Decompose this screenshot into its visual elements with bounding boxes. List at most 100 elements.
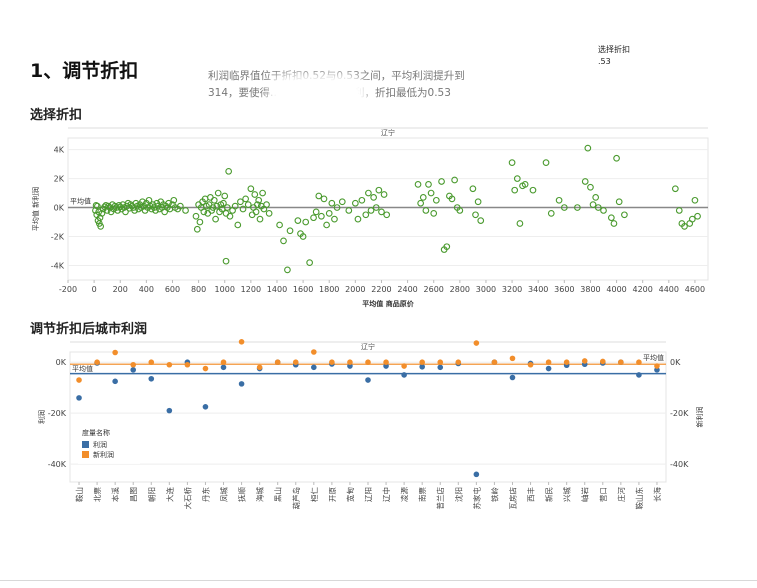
scatter-point xyxy=(370,194,377,201)
new-profit-dot xyxy=(292,359,299,365)
category-label: 西丰 xyxy=(526,487,536,502)
scatter-point xyxy=(547,209,555,217)
scatter-point xyxy=(325,209,333,217)
scatter-point xyxy=(105,202,112,210)
category-label: 丹东 xyxy=(200,487,210,502)
new-profit-dot xyxy=(112,349,118,356)
scatter-point xyxy=(448,195,456,203)
scatter-point xyxy=(98,209,106,217)
scatter-point xyxy=(255,196,263,204)
scatter-point xyxy=(209,204,217,211)
category-label: 黑山 xyxy=(273,487,283,502)
scatter-point xyxy=(213,202,221,210)
scatter-point xyxy=(212,215,219,223)
scatter-point xyxy=(320,195,328,203)
scatter-point xyxy=(671,185,679,193)
x-tick-label: 3200 xyxy=(502,285,522,294)
page-divider xyxy=(0,580,757,581)
scatter-point xyxy=(456,207,464,214)
new-profit-dot xyxy=(202,365,209,372)
category-label: 凤城 xyxy=(220,487,229,502)
scatter-point xyxy=(223,204,231,211)
scatter-point xyxy=(521,181,529,188)
new-profit-dot xyxy=(365,359,371,365)
new-profit-dot xyxy=(563,359,570,365)
profit-dot xyxy=(545,365,552,372)
scatter-point xyxy=(259,189,266,197)
y-tick-label: -4K xyxy=(51,262,65,271)
scatter-point xyxy=(472,211,479,219)
x-tick-label: -200 xyxy=(59,285,77,294)
scatter-point xyxy=(589,201,597,209)
y-tick-label-right: 0K xyxy=(670,358,681,367)
y-tick-label: 2K xyxy=(54,175,65,184)
scatter-point xyxy=(312,208,320,216)
scatter-point xyxy=(239,205,247,213)
new-profit-dot xyxy=(509,355,516,362)
x-tick-label: 3400 xyxy=(528,285,548,294)
profit-dot xyxy=(166,407,173,414)
scatter-point xyxy=(516,220,524,227)
scatter-point xyxy=(587,183,594,191)
scatter-point xyxy=(362,211,370,219)
scatter-point xyxy=(529,186,537,194)
category-label: 兴城 xyxy=(563,487,572,502)
scatter-point xyxy=(176,202,184,210)
new-profit-dot xyxy=(654,363,660,369)
scatter-point xyxy=(222,209,230,217)
new-profit-dot xyxy=(545,359,552,365)
reference-label-left: 平均值 xyxy=(72,364,93,373)
profit-dot xyxy=(148,375,155,382)
scatter-point xyxy=(383,211,391,219)
scatter-point xyxy=(237,198,244,206)
y-tick-label: 0K xyxy=(54,204,65,213)
scatter-point xyxy=(372,204,380,211)
new-profit-dot xyxy=(527,361,534,368)
profit-dot xyxy=(112,378,118,385)
scatter-point xyxy=(328,199,336,207)
x-tick-label: 4200 xyxy=(633,285,653,294)
scatter-point xyxy=(256,215,264,223)
scatter-point xyxy=(584,144,592,152)
category-label: 凌源 xyxy=(399,487,409,502)
x-tick-label: 600 xyxy=(165,285,180,294)
y-axis-label-right: 新利润 xyxy=(695,407,704,428)
x-tick-label: 1200 xyxy=(241,285,261,294)
scatter-point xyxy=(681,223,688,230)
y-tick-label-left: -20K xyxy=(48,409,67,418)
scatter-point xyxy=(358,196,366,204)
scatter-point xyxy=(474,198,482,206)
new-profit-dot xyxy=(473,340,480,346)
new-profit-dot xyxy=(274,359,281,365)
category-label: 大石桥 xyxy=(182,487,192,510)
x-tick-label: 1400 xyxy=(267,285,287,294)
scatter-point xyxy=(607,214,615,222)
category-label: 宽甸 xyxy=(345,487,355,502)
legend-item-label: 新利润 xyxy=(93,450,114,459)
scatter-point xyxy=(694,212,701,220)
new-profit-dot xyxy=(148,359,155,365)
scatter-point xyxy=(610,220,618,227)
category-label: 南票 xyxy=(417,487,427,502)
category-label: 本溪 xyxy=(110,487,120,502)
new-profit-dot xyxy=(184,361,191,368)
scatter-point xyxy=(226,212,234,220)
category-label: 营口 xyxy=(598,487,608,502)
x-tick-label: 1800 xyxy=(319,285,339,294)
scatter-point xyxy=(222,257,230,265)
scatter-point xyxy=(97,223,105,230)
scatter-point xyxy=(419,194,427,201)
x-tick-label: 3800 xyxy=(580,285,600,294)
scatter-point xyxy=(242,195,249,203)
category-label: 大连 xyxy=(164,487,174,502)
scatter-point xyxy=(254,201,261,209)
scatter-point xyxy=(600,207,607,214)
x-tick-label: 3000 xyxy=(476,285,496,294)
profit-dot xyxy=(238,381,245,387)
profit-dot xyxy=(636,372,642,378)
x-tick-label: 2400 xyxy=(397,285,417,294)
scatter-point xyxy=(196,218,204,226)
discount-parameter-value[interactable]: .53 xyxy=(598,57,611,66)
scatter-point xyxy=(508,159,516,166)
scatter-point xyxy=(365,189,372,197)
